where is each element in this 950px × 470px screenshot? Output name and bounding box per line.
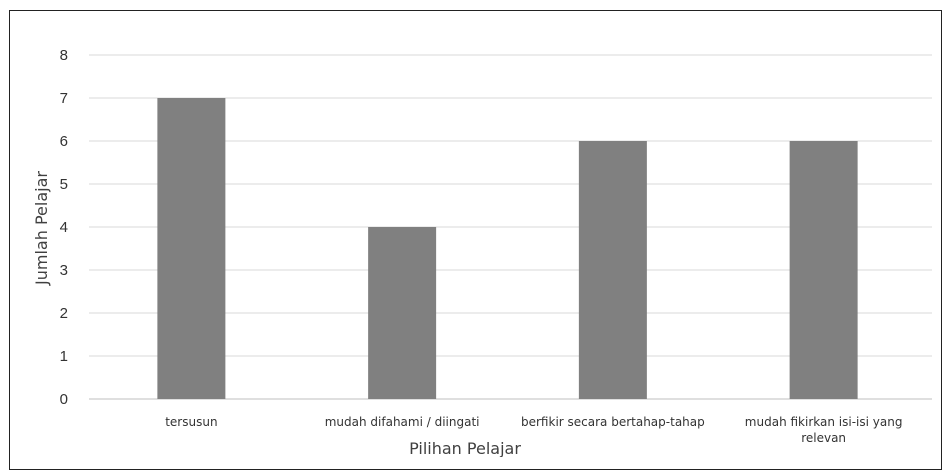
y-axis-title: Jumlah Pelajar <box>32 171 51 286</box>
x-category-labels: tersusun mudah difahami / diingati berfiki… <box>165 415 902 445</box>
y-tick-label: 6 <box>60 133 68 150</box>
x-axis-title: Pilihan Pelajar <box>409 439 521 457</box>
bar <box>157 98 226 399</box>
y-tick-label: 7 <box>60 90 68 107</box>
y-tick-label: 2 <box>60 305 68 322</box>
y-tick-labels: 0 1 2 3 4 5 6 7 8 <box>60 47 68 408</box>
y-tick-label: 3 <box>60 262 68 279</box>
x-category-label: berfikir secara bertahap-tahap <box>521 415 705 429</box>
bar <box>789 141 858 399</box>
x-category-label: relevan <box>801 431 846 445</box>
y-tick-label: 5 <box>60 176 68 193</box>
y-tick-label: 0 <box>60 391 68 408</box>
x-category-label: tersusun <box>165 415 217 429</box>
bars <box>157 98 858 399</box>
bar <box>368 227 437 399</box>
y-tick-label: 1 <box>60 348 68 365</box>
y-tick-label: 4 <box>60 219 68 236</box>
bar <box>578 141 647 399</box>
y-tick-label: 8 <box>60 47 68 64</box>
bar-chart: 0 1 2 3 4 5 6 7 8 tersusun mudah difahami / diing… <box>32 47 932 457</box>
x-category-label: mudah difahami / diingati <box>325 415 480 429</box>
x-category-label: mudah fikirkan isi-isi yang <box>745 415 903 429</box>
